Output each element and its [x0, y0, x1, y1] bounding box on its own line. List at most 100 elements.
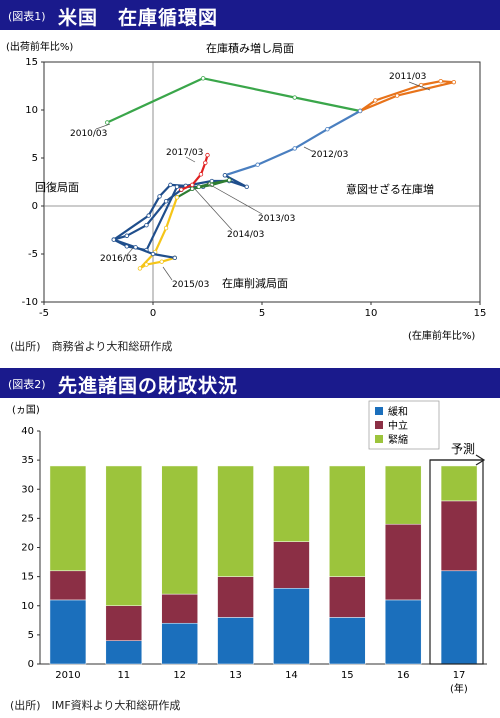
series-point [144, 222, 149, 228]
series-point [150, 251, 156, 257]
chart2-y-tick-label: 35 [21, 455, 34, 466]
chart2-banner: (図表2) 先進諸国の財政状況 [0, 368, 500, 398]
bar-segment-neutral [384, 523, 422, 601]
series-point [190, 186, 195, 191]
chart1-x-tick-label: 0 [150, 308, 156, 319]
series-point [105, 120, 110, 125]
chart2-title: 先進諸国の財政状況 [58, 375, 239, 397]
series-point [198, 172, 204, 177]
bar-segment-easing [384, 599, 422, 665]
label-2014: 2014/03 [227, 230, 264, 240]
bar-segment-tightening [161, 465, 198, 595]
series-point [357, 108, 363, 114]
quadrant-label-left: 回復局面 [35, 181, 79, 194]
chart2-legend: 緩和 中立 緊縮 [368, 400, 440, 450]
series-point [144, 262, 149, 267]
chart1-quadrant-labels: 在庫積み増し局面 回復局面 意図せざる在庫増 在庫削減局面 [35, 41, 434, 290]
chart2-bars [49, 465, 478, 665]
chart1-x-tick-label: 15 [474, 308, 487, 319]
series-point [373, 98, 378, 103]
chart1-x-tick-label: 5 [259, 308, 265, 319]
series-point [394, 93, 400, 98]
chart2-source: (出所) IMF資料より大和総研作成 [10, 699, 181, 712]
chart1-y-tick-label: 5 [32, 153, 38, 164]
chart2-x-tick-labels: 2010 11 12 13 14 15 16 17 [55, 670, 465, 681]
chart2-x-tick-label: 2010 [55, 670, 80, 681]
series-point [174, 195, 180, 200]
legend-swatch-tightening [375, 435, 383, 443]
chart1-y-tick-label: 0 [32, 201, 38, 212]
series-point [163, 225, 169, 231]
chart2-y-tick-label: 10 [21, 601, 34, 612]
bar-segment-tightening [217, 465, 254, 577]
chart1-ylabel: (出荷前年比%) [6, 40, 73, 53]
label-2010: 2010/03 [70, 129, 107, 139]
bar-segment-tightening [105, 465, 143, 606]
series-point [168, 182, 173, 188]
bar-segment-easing [49, 599, 87, 665]
series-point [227, 177, 232, 183]
bar-segment-tightening [49, 465, 87, 572]
series-point [137, 266, 143, 271]
series-line-2012-03 [223, 109, 362, 177]
legend-label-neutral: 中立 [388, 419, 408, 432]
chart1-title: 米国 在庫循環図 [58, 7, 219, 29]
chart1-source: (出所) 商務省より大和総研作成 [10, 340, 173, 353]
leader-2010 [95, 123, 111, 130]
chart2-y-tick-label: 5 [28, 630, 34, 641]
series-line-2016-03 [112, 188, 183, 259]
label-2011: 2011/03 [389, 72, 426, 82]
label-2017: 2017/03 [166, 148, 203, 158]
series-point [124, 233, 130, 238]
chart1-y-tick-label: 10 [25, 105, 38, 116]
bar-segment-easing [273, 588, 310, 665]
legend-label-tightening: 緊縮 [388, 433, 408, 446]
series-point [174, 184, 180, 189]
chart2-tag: (図表2) [8, 378, 46, 391]
chart2-x-tick-label: 15 [341, 670, 354, 681]
chart2-y-tick-label: 20 [21, 543, 34, 554]
chart1-leader-lines [95, 81, 431, 281]
bar-segment-easing [217, 617, 254, 665]
chart1-plot-frame [43, 61, 481, 303]
forecast-label: 予測 [451, 442, 475, 456]
fiscal-stance-chart: (ヵ国) (年) 40 35 30 25 20 15 10 5 0 2010 11 12 13 14 15… [12, 400, 487, 695]
label-2013: 2013/03 [258, 214, 295, 224]
quadrant-label-right: 意図せざる在庫増 [346, 182, 434, 196]
chart2-y-tick-label: 30 [21, 484, 34, 495]
chart2-x-tick-label: 16 [397, 670, 410, 681]
chart2-x-tick-label: 14 [285, 670, 298, 681]
label-2012: 2012/03 [311, 150, 348, 160]
series-point [200, 76, 206, 81]
series-point [190, 182, 195, 188]
series-point [172, 255, 177, 261]
series-point [157, 194, 162, 199]
series-point [451, 79, 457, 85]
chart2-y-tick-label: 25 [21, 513, 34, 524]
leader-2017 [185, 156, 196, 163]
series-line-2010-03 [106, 77, 362, 124]
series-point [163, 198, 169, 204]
leader-2012 [303, 146, 313, 152]
chart1-y-tick-label: 15 [25, 57, 38, 68]
series-point [292, 146, 297, 151]
bar-segment-neutral [217, 576, 254, 618]
series-point [159, 259, 164, 264]
chart1-x-tick-label: -5 [39, 308, 49, 319]
chart2-ylabel: (ヵ国) [12, 404, 40, 416]
leader-2016 [125, 247, 134, 257]
series-point [255, 162, 260, 167]
bar-segment-neutral [440, 500, 478, 572]
legend-swatch-easing [375, 407, 383, 415]
series-point [205, 152, 210, 158]
chart2-x-tick-label: 11 [117, 670, 130, 681]
chart2-x-tick-label: 12 [173, 670, 186, 681]
bar-segment-tightening [273, 465, 310, 542]
series-line-2011-03 [359, 80, 455, 113]
series-point [438, 79, 443, 84]
chart2-x-tick-label: 17 [453, 670, 466, 681]
chart2-xlabel: (年) [450, 682, 468, 695]
chart2-y-tick-label: 15 [21, 572, 34, 583]
chart1-banner: (図表1) 米国 在庫循環図 [0, 0, 500, 30]
